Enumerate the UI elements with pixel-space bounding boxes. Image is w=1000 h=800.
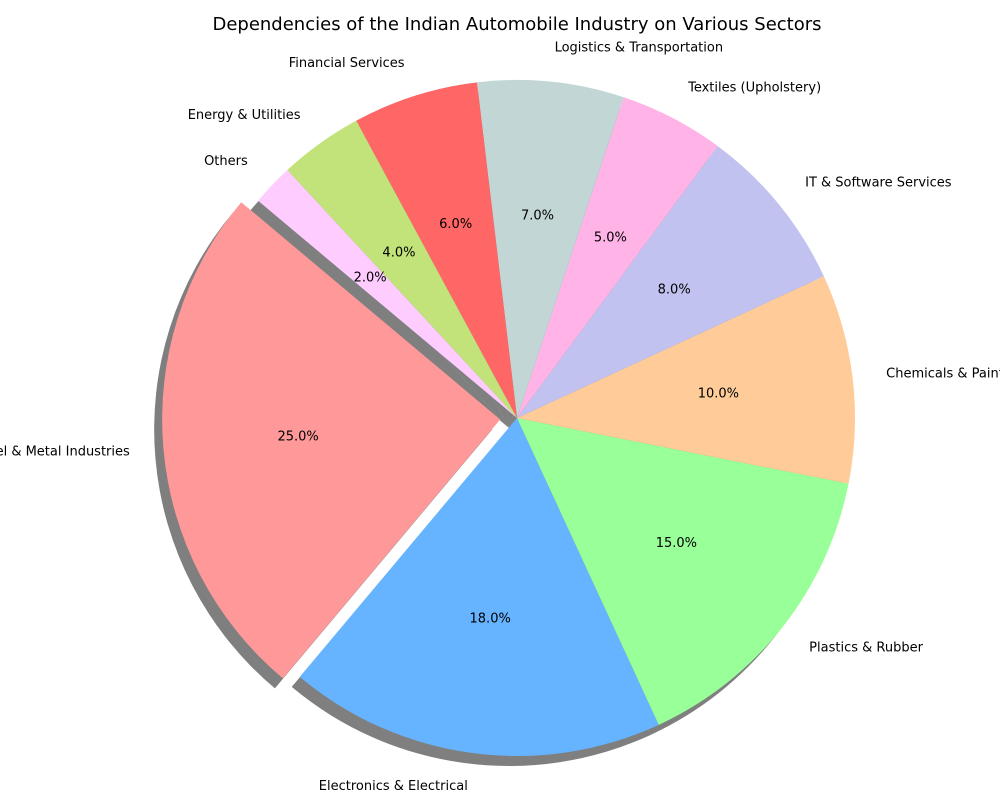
slice-logistics-transportation <box>476 80 624 419</box>
pct-label-steel-metal-industries: 25.0% <box>277 430 318 445</box>
pct-label-textiles-upholstery: 5.0% <box>594 230 627 245</box>
slice-label-others: Others <box>204 154 248 169</box>
pct-label-energy-utilities: 4.0% <box>382 246 415 261</box>
slice-energy-utilities <box>287 120 517 419</box>
slice-label-textiles-upholstery: Textiles (Upholstery) <box>687 80 821 95</box>
slice-it-software-services <box>517 145 824 418</box>
slice-others <box>258 169 517 418</box>
slice-label-chemicals-paints: Chemicals & Paints <box>886 366 1000 381</box>
chart-title: Dependencies of the Indian Automobile In… <box>212 14 821 35</box>
slice-label-electronics-electrical: Electronics & Electrical <box>319 779 468 794</box>
slice-label-financial-services: Financial Services <box>289 56 405 71</box>
slice-label-steel-metal-industries: Steel & Metal Industries <box>0 444 130 459</box>
slice-label-energy-utilities: Energy & Utilities <box>188 108 301 123</box>
pct-label-plastics-rubber: 15.0% <box>656 536 697 551</box>
slice-chemicals-paints <box>517 276 855 484</box>
pct-label-others: 2.0% <box>354 271 387 286</box>
pct-label-financial-services: 6.0% <box>439 217 472 232</box>
slice-financial-services <box>356 82 517 418</box>
slice-label-it-software-services: IT & Software Services <box>805 176 952 191</box>
slice-steel-metal-industries <box>162 202 501 679</box>
category-labels-group: Steel & Metal Industries Electronics & El… <box>0 41 1000 794</box>
percent-labels-group: 25.0% 18.0% 15.0% 10.0% 8.0% 5.0% 7.0% 6.0% 4.0%… <box>277 209 739 627</box>
slice-label-plastics-rubber: Plastics & Rubber <box>809 640 923 655</box>
slice-textiles-upholstery <box>517 97 718 418</box>
pct-label-it-software-services: 8.0% <box>658 282 691 297</box>
pct-label-logistics-transportation: 7.0% <box>521 209 554 224</box>
pct-label-electronics-electrical: 18.0% <box>470 612 511 627</box>
pct-label-chemicals-paints: 10.0% <box>698 386 739 401</box>
slice-electronics-electrical <box>299 418 659 756</box>
slices-group <box>162 80 855 756</box>
slice-plastics-rubber <box>517 418 849 725</box>
slice-label-logistics-transportation: Logistics & Transportation <box>555 41 724 56</box>
